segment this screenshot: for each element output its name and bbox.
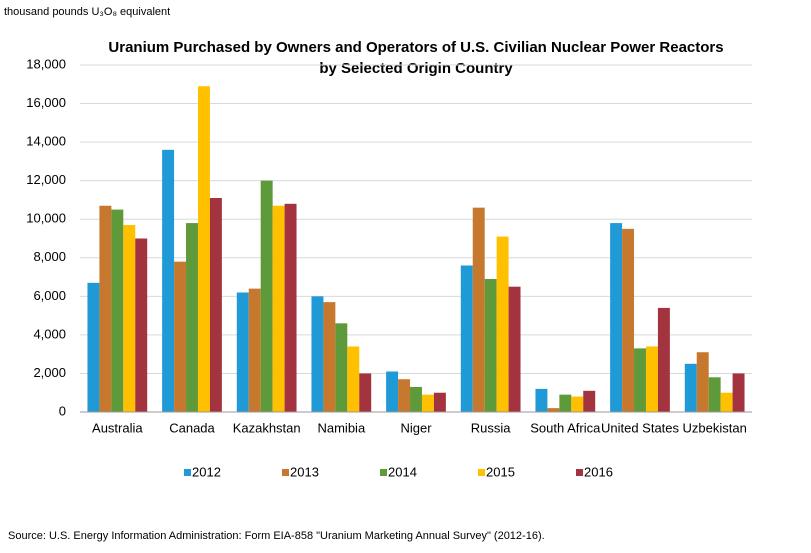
bar [335,323,348,412]
bar [398,379,411,412]
bar [657,307,670,412]
legend-label: 2014 [388,464,417,479]
bar [135,238,148,412]
bar [708,377,721,412]
bar [634,348,646,412]
x-tick-label: Uzbekistan [683,420,747,435]
bar [186,223,198,412]
legend-label: 2015 [486,464,515,479]
bar [209,198,222,412]
x-tick-label: United States [601,420,680,435]
bar [123,225,136,412]
bar [410,386,422,412]
bar [508,286,521,412]
bar [260,180,273,412]
chart-title: Uranium Purchased by Owners and Operator… [108,39,723,56]
legend-swatch [184,469,191,476]
x-tick-label: Namibia [317,420,365,435]
bar [472,207,485,412]
bar [359,373,372,412]
legend-swatch [380,469,387,476]
bar [732,373,745,412]
y-tick-label: 12,000 [26,172,66,187]
bar [284,203,297,412]
bar [174,261,187,412]
x-tick-label: South Africa [530,420,601,435]
bar [323,302,336,412]
bar [684,363,697,412]
bar [571,396,584,412]
y-tick-label: 6,000 [33,288,66,303]
bar [347,346,360,412]
bar [720,392,733,412]
bar [236,292,249,412]
y-tick-label: 8,000 [33,249,66,264]
y-tick-label: 18,000 [26,56,66,71]
y-tick-label: 16,000 [26,95,66,110]
bar [248,288,261,412]
bar [433,392,446,412]
bar [460,265,473,412]
legend-label: 2016 [584,464,613,479]
bar [645,346,658,412]
legend-swatch [282,469,289,476]
bar [311,296,324,412]
y-tick-label: 0 [59,403,66,418]
legend-label: 2012 [192,464,221,479]
bar [484,278,497,412]
chart-title: by Selected Origin Country [319,60,513,77]
bar [547,408,560,412]
bar [696,352,709,412]
bar [559,394,572,412]
x-tick-label: Niger [400,420,432,435]
legend-label: 2013 [290,464,319,479]
y-tick-label: 14,000 [26,134,66,149]
bar [583,390,596,412]
y-axis-label: thousand pounds U₃O₈ equivalent [4,6,170,18]
y-tick-label: 4,000 [33,326,66,341]
bar [622,228,635,412]
y-tick-label: 10,000 [26,211,66,226]
x-tick-label: Kazakhstan [233,420,301,435]
bar [496,236,509,412]
legend-swatch [576,469,583,476]
bar [535,388,548,412]
bar [99,205,112,412]
bar [197,86,210,412]
source-note: Source: U.S. Energy Information Administ… [8,530,545,542]
bar [111,209,124,412]
y-tick-label: 2,000 [33,365,66,380]
bar [162,149,175,413]
bar [272,205,285,412]
bar [610,223,623,412]
x-tick-label: Russia [471,420,512,435]
x-tick-label: Australia [92,420,143,435]
x-tick-label: Canada [169,420,215,435]
legend-swatch [478,469,485,476]
bar [87,282,100,412]
bar [386,371,399,412]
bar [421,394,434,412]
